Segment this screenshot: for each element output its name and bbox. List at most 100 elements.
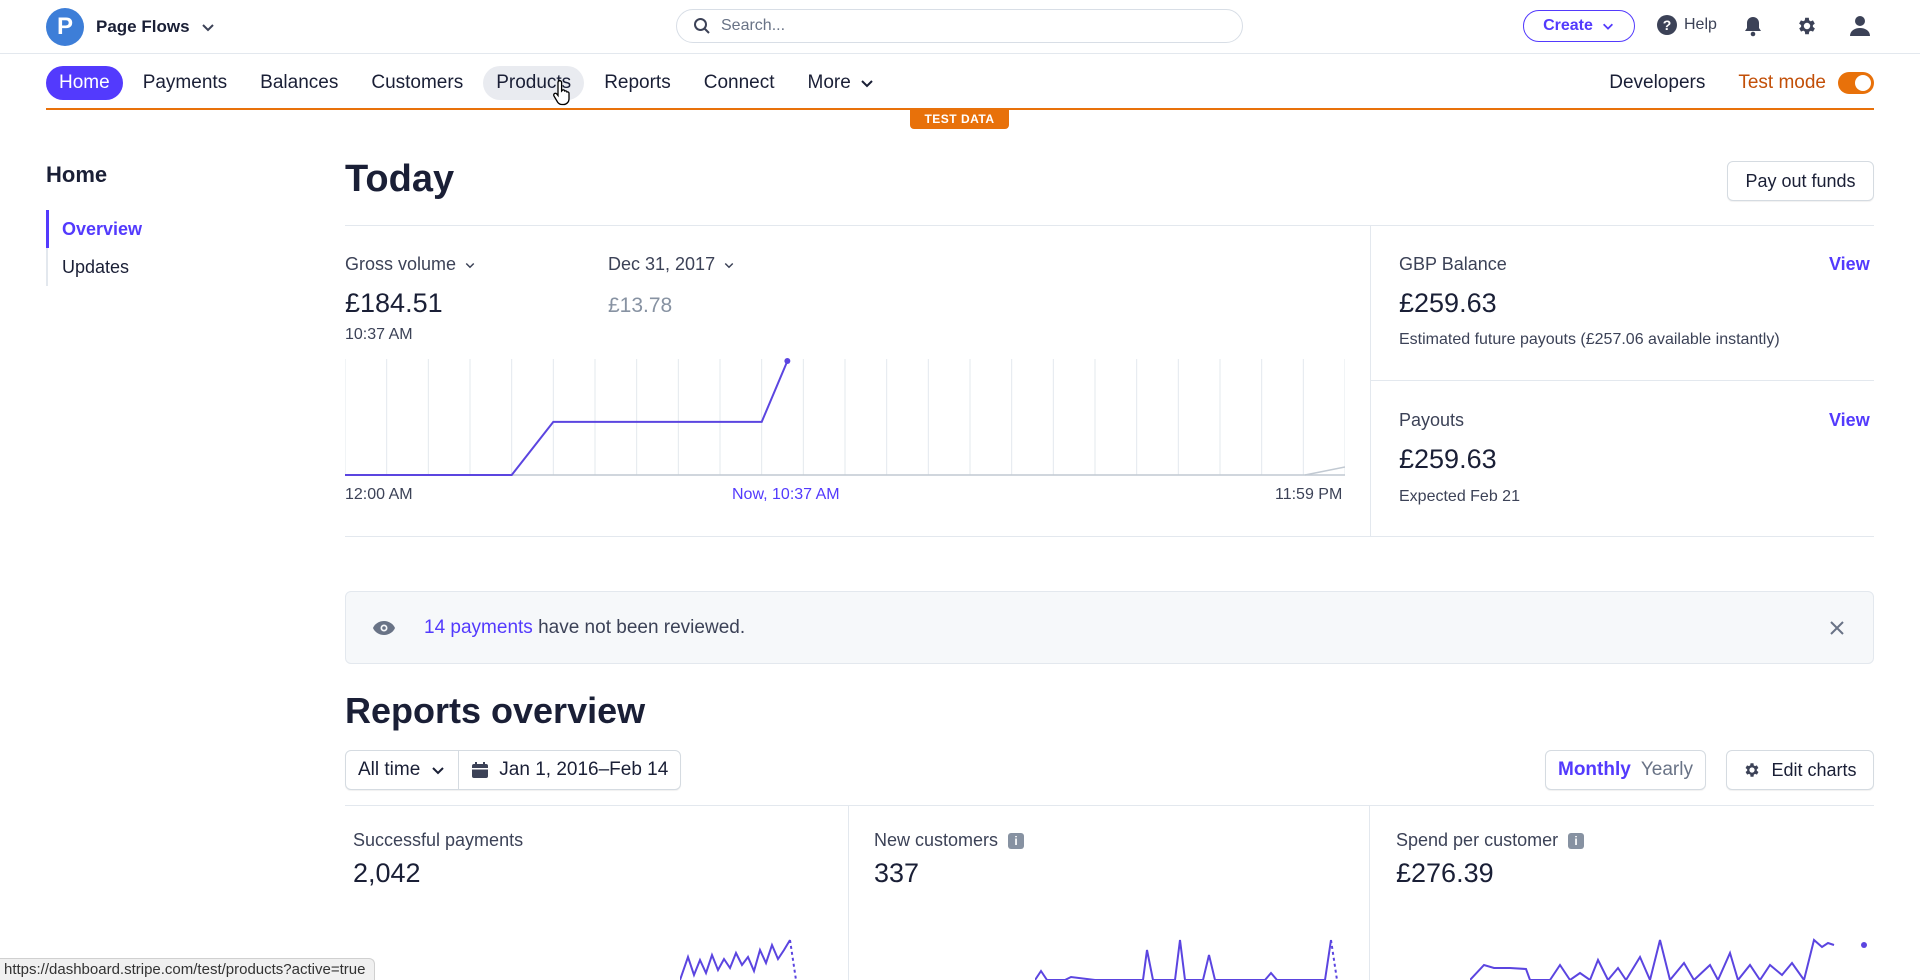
divider: [345, 805, 1874, 806]
nav-payments[interactable]: Payments: [142, 72, 228, 93]
alert-message: 14 payments have not been reviewed.: [424, 617, 745, 639]
help-icon: ?: [1657, 15, 1677, 35]
successful-payments-sparkline: [680, 939, 797, 980]
gross-volume-series-line: [345, 360, 789, 476]
chevron-down-icon: [432, 767, 445, 775]
settings-button[interactable]: [1795, 14, 1819, 38]
date-range-button[interactable]: Jan 1, 2016–Feb 14: [458, 751, 680, 789]
chevron-down-icon: [724, 262, 734, 268]
gross-volume-value: £184.51: [345, 288, 443, 318]
gbp-balance-label: GBP Balance: [1399, 254, 1507, 274]
create-button[interactable]: Create: [1523, 10, 1635, 42]
sidebar-nav: Overview Updates: [46, 210, 142, 286]
new-customers-sparkline: [1035, 939, 1338, 980]
monthly-option[interactable]: Monthly: [1558, 759, 1631, 780]
review-alert: 14 payments have not been reviewed.: [345, 591, 1874, 664]
svg-text:?: ?: [1663, 17, 1672, 33]
search-input[interactable]: [721, 17, 1221, 35]
test-data-badge: TEST DATA: [910, 109, 1009, 129]
report-range-picker: All time Jan 1, 2016–Feb 14: [345, 750, 682, 790]
nav-connect[interactable]: Connect: [703, 72, 775, 93]
yearly-option[interactable]: Yearly: [1640, 759, 1693, 780]
range-label: All time: [358, 759, 421, 780]
divider: [1369, 806, 1370, 980]
spend-per-customer-value: £276.39: [1396, 858, 1494, 888]
main-nav: Home Payments Balances Customers Product…: [46, 64, 895, 102]
new-customers-value: 337: [874, 858, 920, 888]
nav-more-label: More: [807, 72, 851, 93]
search-icon: [694, 18, 710, 34]
payouts-view-link[interactable]: View: [1829, 410, 1870, 430]
pay-out-funds-button[interactable]: Pay out funds: [1727, 161, 1874, 201]
gross-volume-selector[interactable]: Gross volume: [345, 254, 476, 275]
compare-value: £13.78: [608, 294, 673, 317]
chart-axis-end: 11:59 PM: [1275, 486, 1343, 503]
gbp-balance-value: £259.63: [1399, 288, 1497, 318]
range-select[interactable]: All time: [346, 751, 458, 789]
compare-date-selector[interactable]: Dec 31, 2017: [608, 254, 735, 275]
nav-home[interactable]: Home: [46, 66, 123, 100]
compare-date-label: Dec 31, 2017: [608, 254, 716, 274]
account-logo: P: [46, 8, 84, 46]
chevron-down-icon: [201, 24, 214, 32]
balance-note: Estimated future payouts (£257.06 availa…: [1399, 331, 1780, 348]
nav-reports[interactable]: Reports: [604, 72, 671, 93]
chevron-down-icon: [861, 80, 873, 88]
spend-per-customer-label-text: Spend per customer: [1396, 830, 1559, 850]
test-mode-label: Test mode: [1738, 72, 1826, 93]
payments-review-link[interactable]: 14 payments: [424, 616, 533, 638]
edit-charts-label: Edit charts: [1771, 759, 1857, 780]
notifications-button[interactable]: [1741, 14, 1765, 38]
spend-per-customer-sparkline: [1470, 938, 1867, 980]
gross-volume-time: 10:37 AM: [345, 326, 413, 343]
payouts-note: Expected Feb 21: [1399, 488, 1520, 505]
divider: [1370, 226, 1371, 536]
divider: [345, 225, 1874, 226]
divider: [345, 536, 1874, 537]
account-name: Page Flows: [96, 17, 190, 36]
payouts-value: £259.63: [1399, 444, 1497, 474]
chart-axis-start: 12:00 AM: [345, 486, 413, 503]
gross-volume-chart: [345, 358, 1345, 476]
chevron-down-icon: [465, 262, 475, 268]
successful-payments-value: 2,042: [353, 858, 421, 888]
info-icon[interactable]: i: [1008, 832, 1025, 849]
chart-axis-now: Now, 10:37 AM: [732, 486, 840, 503]
developers-link[interactable]: Developers: [1609, 72, 1706, 93]
new-customers-label-text: New customers: [874, 830, 999, 850]
new-customers-label: New customers i: [874, 830, 1025, 851]
divider: [848, 806, 849, 980]
divider: [1371, 380, 1874, 381]
help-label: Help: [1684, 16, 1717, 33]
reports-title: Reports overview: [345, 690, 646, 731]
bell-icon: [1745, 17, 1761, 37]
interval-toggle: Monthly Yearly: [1545, 750, 1706, 790]
date-range-label: Jan 1, 2016–Feb 14: [499, 759, 669, 780]
hand-cursor-icon: [553, 80, 570, 106]
gross-volume-point: [784, 358, 791, 364]
profile-button[interactable]: [1848, 14, 1872, 38]
today-title: Today: [345, 158, 455, 200]
nav-more[interactable]: More: [795, 66, 888, 100]
sidebar-item-updates[interactable]: Updates: [62, 256, 130, 277]
comparison-series-line: [1304, 466, 1345, 476]
nav-balances[interactable]: Balances: [260, 72, 339, 93]
status-bar-url: https://dashboard.stripe.com/test/produc…: [0, 958, 376, 980]
account-switcher[interactable]: P Page Flows: [46, 8, 216, 46]
top-bar: P Page Flows Create ? Help: [0, 0, 1920, 54]
spend-per-customer-label: Spend per customer i: [1396, 830, 1585, 851]
create-label: Create: [1543, 17, 1593, 34]
search-bar[interactable]: [676, 9, 1243, 43]
help-button[interactable]: ? Help: [1656, 14, 1717, 36]
edit-charts-button[interactable]: Edit charts: [1726, 750, 1874, 790]
sidebar-item-overview[interactable]: Overview: [46, 210, 142, 248]
gross-volume-label: Gross volume: [345, 254, 457, 274]
info-icon[interactable]: i: [1568, 832, 1585, 849]
balance-view-link[interactable]: View: [1829, 254, 1870, 274]
successful-payments-label: Successful payments: [353, 830, 524, 850]
test-mode-toggle[interactable]: [1838, 72, 1874, 94]
close-icon[interactable]: [1827, 618, 1847, 638]
sidebar-title: Home: [46, 162, 108, 187]
nav-customers[interactable]: Customers: [371, 72, 464, 93]
user-icon: [1850, 16, 1870, 36]
